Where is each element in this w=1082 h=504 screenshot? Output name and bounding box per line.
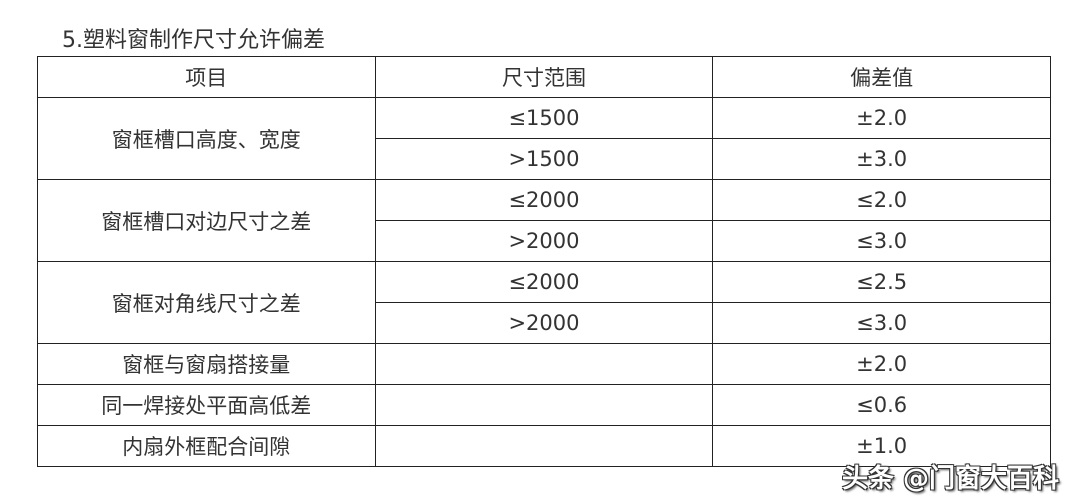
- document-title: 5.塑料窗制作尺寸允许偏差: [62, 28, 325, 53]
- range-cell: >2000: [374, 220, 714, 262]
- item-cell: 窗框槽口对边尺寸之差: [37, 179, 376, 262]
- range-cell: ≤1500: [374, 97, 714, 139]
- deviation-cell: ±2.0: [712, 343, 1051, 385]
- item-cell: 窗框与窗扇搭接量: [37, 343, 376, 385]
- table-row: 窗框对角线尺寸之差 ≤2000 ≤2.5: [37, 261, 1051, 344]
- range-cell: ≤2000: [374, 261, 714, 303]
- range-cell: [374, 343, 714, 385]
- deviation-cell: ±3.0: [712, 138, 1051, 180]
- deviation-cell: ±1.0: [712, 425, 1051, 467]
- table-row: 同一焊接处平面高低差 ≤0.6: [37, 384, 1051, 426]
- header-cell: 项目: [37, 56, 376, 98]
- item-cell: 窗框对角线尺寸之差: [37, 261, 376, 344]
- item-cell: 同一焊接处平面高低差: [37, 384, 376, 426]
- range-cell: >1500: [374, 138, 714, 180]
- deviation-cell: ≤2.5: [712, 261, 1051, 303]
- header-cell: 偏差值: [712, 56, 1051, 98]
- table-row: 窗框槽口高度、宽度 ≤1500 ±2.0: [37, 97, 1051, 180]
- range-cell: ≤2000: [374, 179, 714, 221]
- header-cell: 尺寸范围: [374, 56, 714, 98]
- table-row: 内扇外框配合间隙 ±1.0: [37, 425, 1051, 467]
- item-cell: 窗框槽口高度、宽度: [37, 97, 376, 180]
- deviation-cell: ≤3.0: [712, 220, 1051, 262]
- table-row: 窗框槽口对边尺寸之差 ≤2000 ≤2.0: [37, 179, 1051, 262]
- tolerance-table: 项目 尺寸范围 偏差值 窗框槽口高度、宽度 ≤1500 ±2.0 >1500 ±3.0 窗…: [37, 56, 1051, 467]
- deviation-cell: ≤2.0: [712, 179, 1051, 221]
- range-cell: [374, 384, 714, 426]
- header-row: 项目 尺寸范围 偏差值: [37, 56, 1051, 98]
- deviation-cell: ≤3.0: [712, 302, 1051, 344]
- range-cell: >2000: [374, 302, 714, 344]
- table-row: 窗框与窗扇搭接量 ±2.0: [37, 343, 1051, 385]
- item-cell: 内扇外框配合间隙: [37, 425, 376, 467]
- deviation-cell: ±2.0: [712, 97, 1051, 139]
- deviation-cell: ≤0.6: [712, 384, 1051, 426]
- range-cell: [374, 425, 714, 467]
- watermark: 头条 @门窗大百科: [842, 464, 1060, 494]
- table-row: >1500 ±3.0: [38, 138, 1051, 180]
